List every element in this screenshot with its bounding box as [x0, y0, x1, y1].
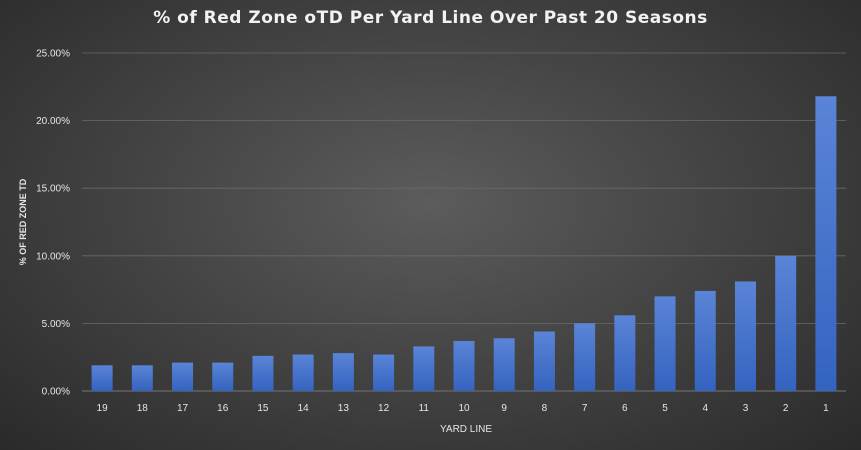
chart-title: % of Red Zone oTD Per Yard Line Over Pas…: [153, 8, 708, 28]
bar-yard-15: [252, 355, 274, 391]
bar-yard-9: [493, 338, 515, 391]
bar-yard-11: [413, 346, 435, 391]
bar-yard-14: [292, 354, 314, 391]
x-tick-label: 18: [137, 403, 149, 414]
x-tick-label: 6: [622, 403, 628, 414]
bar-yard-1: [815, 96, 837, 391]
y-axis-ticks: 0.00% 5.00% 10.00% 15.00% 20.00% 25.00%: [36, 49, 70, 398]
y-tick-label: 10.00%: [36, 251, 70, 262]
bar-yard-5: [654, 296, 676, 391]
x-tick-label: 5: [662, 403, 668, 414]
y-axis-title: % OF RED ZONE TD: [18, 178, 28, 265]
bar-yard-3: [734, 281, 756, 391]
x-tick-label: 3: [743, 403, 749, 414]
bar-yard-19: [91, 365, 113, 391]
x-axis-title: YARD LINE: [440, 424, 492, 435]
y-tick-label: 25.00%: [36, 49, 70, 60]
x-tick-label: 14: [298, 403, 310, 414]
x-tick-label: 17: [177, 403, 189, 414]
y-tick-label: 0.00%: [42, 387, 70, 398]
bar-yard-6: [614, 315, 636, 391]
x-tick-label: 1: [823, 403, 829, 414]
bar-yard-10: [453, 340, 475, 391]
bar-yard-7: [574, 323, 596, 391]
x-axis-ticks: 19 18 17 16 15 14 13 12 11 10 9 8 7 6 5 4 3 2 1: [97, 403, 830, 414]
bar-yard-13: [332, 353, 354, 391]
x-tick-label: 4: [702, 403, 708, 414]
x-tick-label: 13: [338, 403, 350, 414]
x-tick-label: 7: [582, 403, 588, 414]
x-tick-label: 19: [97, 403, 109, 414]
bar-yard-4: [694, 290, 716, 391]
y-tick-label: 5.00%: [42, 319, 70, 330]
x-tick-label: 8: [542, 403, 548, 414]
x-tick-label: 15: [257, 403, 269, 414]
y-tick-label: 20.00%: [36, 116, 70, 127]
bar-yard-8: [533, 331, 555, 391]
bars: [91, 96, 837, 391]
x-tick-label: 9: [501, 403, 507, 414]
x-tick-label: 16: [217, 403, 229, 414]
bar-yard-12: [373, 354, 395, 391]
x-tick-label: 2: [783, 403, 789, 414]
bar-yard-18: [131, 365, 153, 391]
bar-yard-16: [212, 362, 234, 391]
x-tick-label: 11: [419, 403, 430, 414]
x-tick-label: 12: [378, 403, 390, 414]
y-tick-label: 15.00%: [36, 184, 70, 195]
bar-yard-2: [775, 255, 797, 391]
bar-yard-17: [172, 362, 194, 391]
x-tick-label: 10: [458, 403, 470, 414]
gridlines: [82, 52, 846, 392]
